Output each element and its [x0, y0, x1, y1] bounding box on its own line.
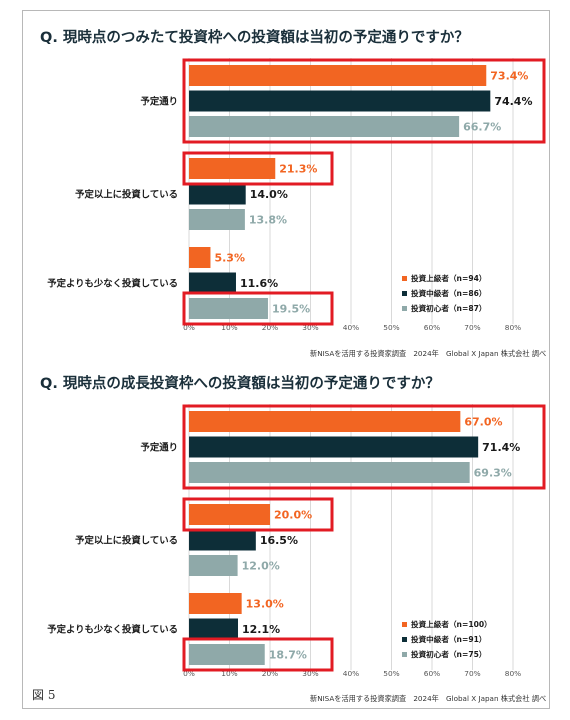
x-tick-label: 0% [183, 669, 195, 678]
bar-beginner [189, 555, 238, 576]
legend-swatch-beginner [402, 306, 407, 311]
figure-label: 図 5 [32, 688, 56, 702]
data-label-beginner: 12.0% [242, 560, 280, 573]
bar-intermediate [189, 90, 491, 112]
x-tick-label: 10% [221, 669, 237, 678]
bar-intermediate [189, 183, 246, 205]
data-label-intermediate: 14.0% [250, 188, 288, 201]
data-label-intermediate: 11.6% [240, 277, 278, 290]
x-tick-label: 60% [424, 669, 440, 678]
data-label-intermediate: 71.4% [482, 441, 520, 454]
category-label: 予定以上に投資している [75, 535, 178, 547]
legend-swatch-intermediate [402, 637, 407, 642]
bar-advanced [189, 158, 276, 179]
highlight-box [182, 404, 546, 490]
bar-advanced [189, 247, 211, 268]
chart-tsumitate: 0% 10% 20% 30% 40% 50% 60% 70% 80% 予定通り 73.4% 74.4%… [47, 58, 546, 332]
bar-intermediate [189, 436, 479, 458]
chart-source-tsumitate: 新NISAを活用する投資家調査 2024年 Global X Japan 株式会… [310, 349, 547, 358]
bar-advanced [189, 411, 461, 432]
legend-swatch-beginner [402, 652, 407, 657]
x-tick-label: 20% [262, 323, 278, 332]
x-tick-label: 50% [383, 323, 399, 332]
highlight-box [182, 497, 334, 532]
bar-advanced [189, 593, 242, 614]
data-label-beginner: 18.7% [269, 649, 307, 662]
x-tick-label: 80% [505, 669, 521, 678]
x-tick-label: 70% [464, 669, 480, 678]
legend-swatch-advanced [402, 622, 407, 627]
bar-intermediate [189, 529, 256, 551]
bar-advanced [189, 504, 270, 525]
data-label-beginner: 19.5% [272, 303, 310, 316]
data-label-advanced: 67.0% [464, 416, 502, 429]
data-label-intermediate: 12.1% [242, 623, 280, 636]
x-tick-label: 70% [464, 323, 480, 332]
x-tick-label: 40% [343, 669, 359, 678]
category-label: 予定よりも少なく投資している [47, 624, 178, 636]
category-label: 予定以上に投資している [75, 189, 178, 201]
x-tick-label: 60% [424, 323, 440, 332]
highlight-box [182, 291, 334, 326]
x-tick-label: 0% [183, 323, 195, 332]
x-tick-label: 30% [302, 323, 318, 332]
legend-label-intermediate: 投資中級者（n=86） [411, 288, 487, 298]
x-tick-label: 10% [221, 323, 237, 332]
bar-advanced [189, 65, 487, 86]
data-label-intermediate: 16.5% [260, 534, 298, 547]
data-label-advanced: 13.0% [246, 598, 284, 611]
bar-beginner [189, 462, 470, 483]
bar-intermediate [189, 618, 239, 640]
data-label-advanced: 20.0% [274, 509, 312, 522]
data-label-beginner: 69.3% [474, 467, 512, 480]
highlight-box [182, 58, 546, 144]
data-label-beginner: 13.8% [249, 214, 287, 227]
x-tick-label: 20% [262, 669, 278, 678]
legend-label-advanced: 投資上級者（n=94） [411, 273, 487, 283]
chart-seichou: 0% 10% 20% 30% 40% 50% 60% 70% 80% 予定通り 67.0% 71.4%… [47, 404, 546, 678]
x-tick-label: 30% [302, 669, 318, 678]
chart-title-seichou: Q. 現時点の成長投資枠への投資額は当初の予定通りですか？ [40, 376, 440, 392]
legend-label-beginner: 投資初心者（n=75） [411, 649, 487, 659]
data-label-advanced: 5.3% [214, 252, 245, 265]
bar-intermediate [189, 272, 236, 294]
legend-swatch-advanced [402, 276, 407, 281]
bar-beginner [189, 116, 460, 137]
data-label-advanced: 73.4% [490, 70, 528, 83]
legend-label-beginner: 投資初心者（n=87） [411, 303, 487, 313]
x-tick-label: 50% [383, 669, 399, 678]
bar-beginner [189, 209, 245, 230]
category-label: 予定よりも少なく投資している [47, 278, 178, 290]
x-tick-label: 40% [343, 323, 359, 332]
bar-beginner [189, 644, 265, 665]
legend-swatch-intermediate [402, 291, 407, 296]
data-label-intermediate: 74.4% [494, 95, 532, 108]
chart-title-tsumitate: Q. 現時点のつみたて投資枠への投資額は当初の予定通りですか？ [40, 30, 469, 46]
category-label: 予定通り [140, 442, 178, 454]
x-tick-label: 80% [505, 323, 521, 332]
category-label: 予定通り [140, 96, 178, 108]
highlight-box [182, 637, 334, 672]
data-label-advanced: 21.3% [279, 163, 317, 176]
legend-label-advanced: 投資上級者（n=100） [411, 619, 492, 629]
chart-source-seichou: 新NISAを活用する投資家調査 2024年 Global X Japan 株式会… [310, 694, 547, 703]
legend-label-intermediate: 投資中級者（n=91） [411, 634, 487, 644]
bar-beginner [189, 298, 268, 319]
data-label-beginner: 66.7% [463, 121, 501, 134]
highlight-box [182, 151, 334, 186]
